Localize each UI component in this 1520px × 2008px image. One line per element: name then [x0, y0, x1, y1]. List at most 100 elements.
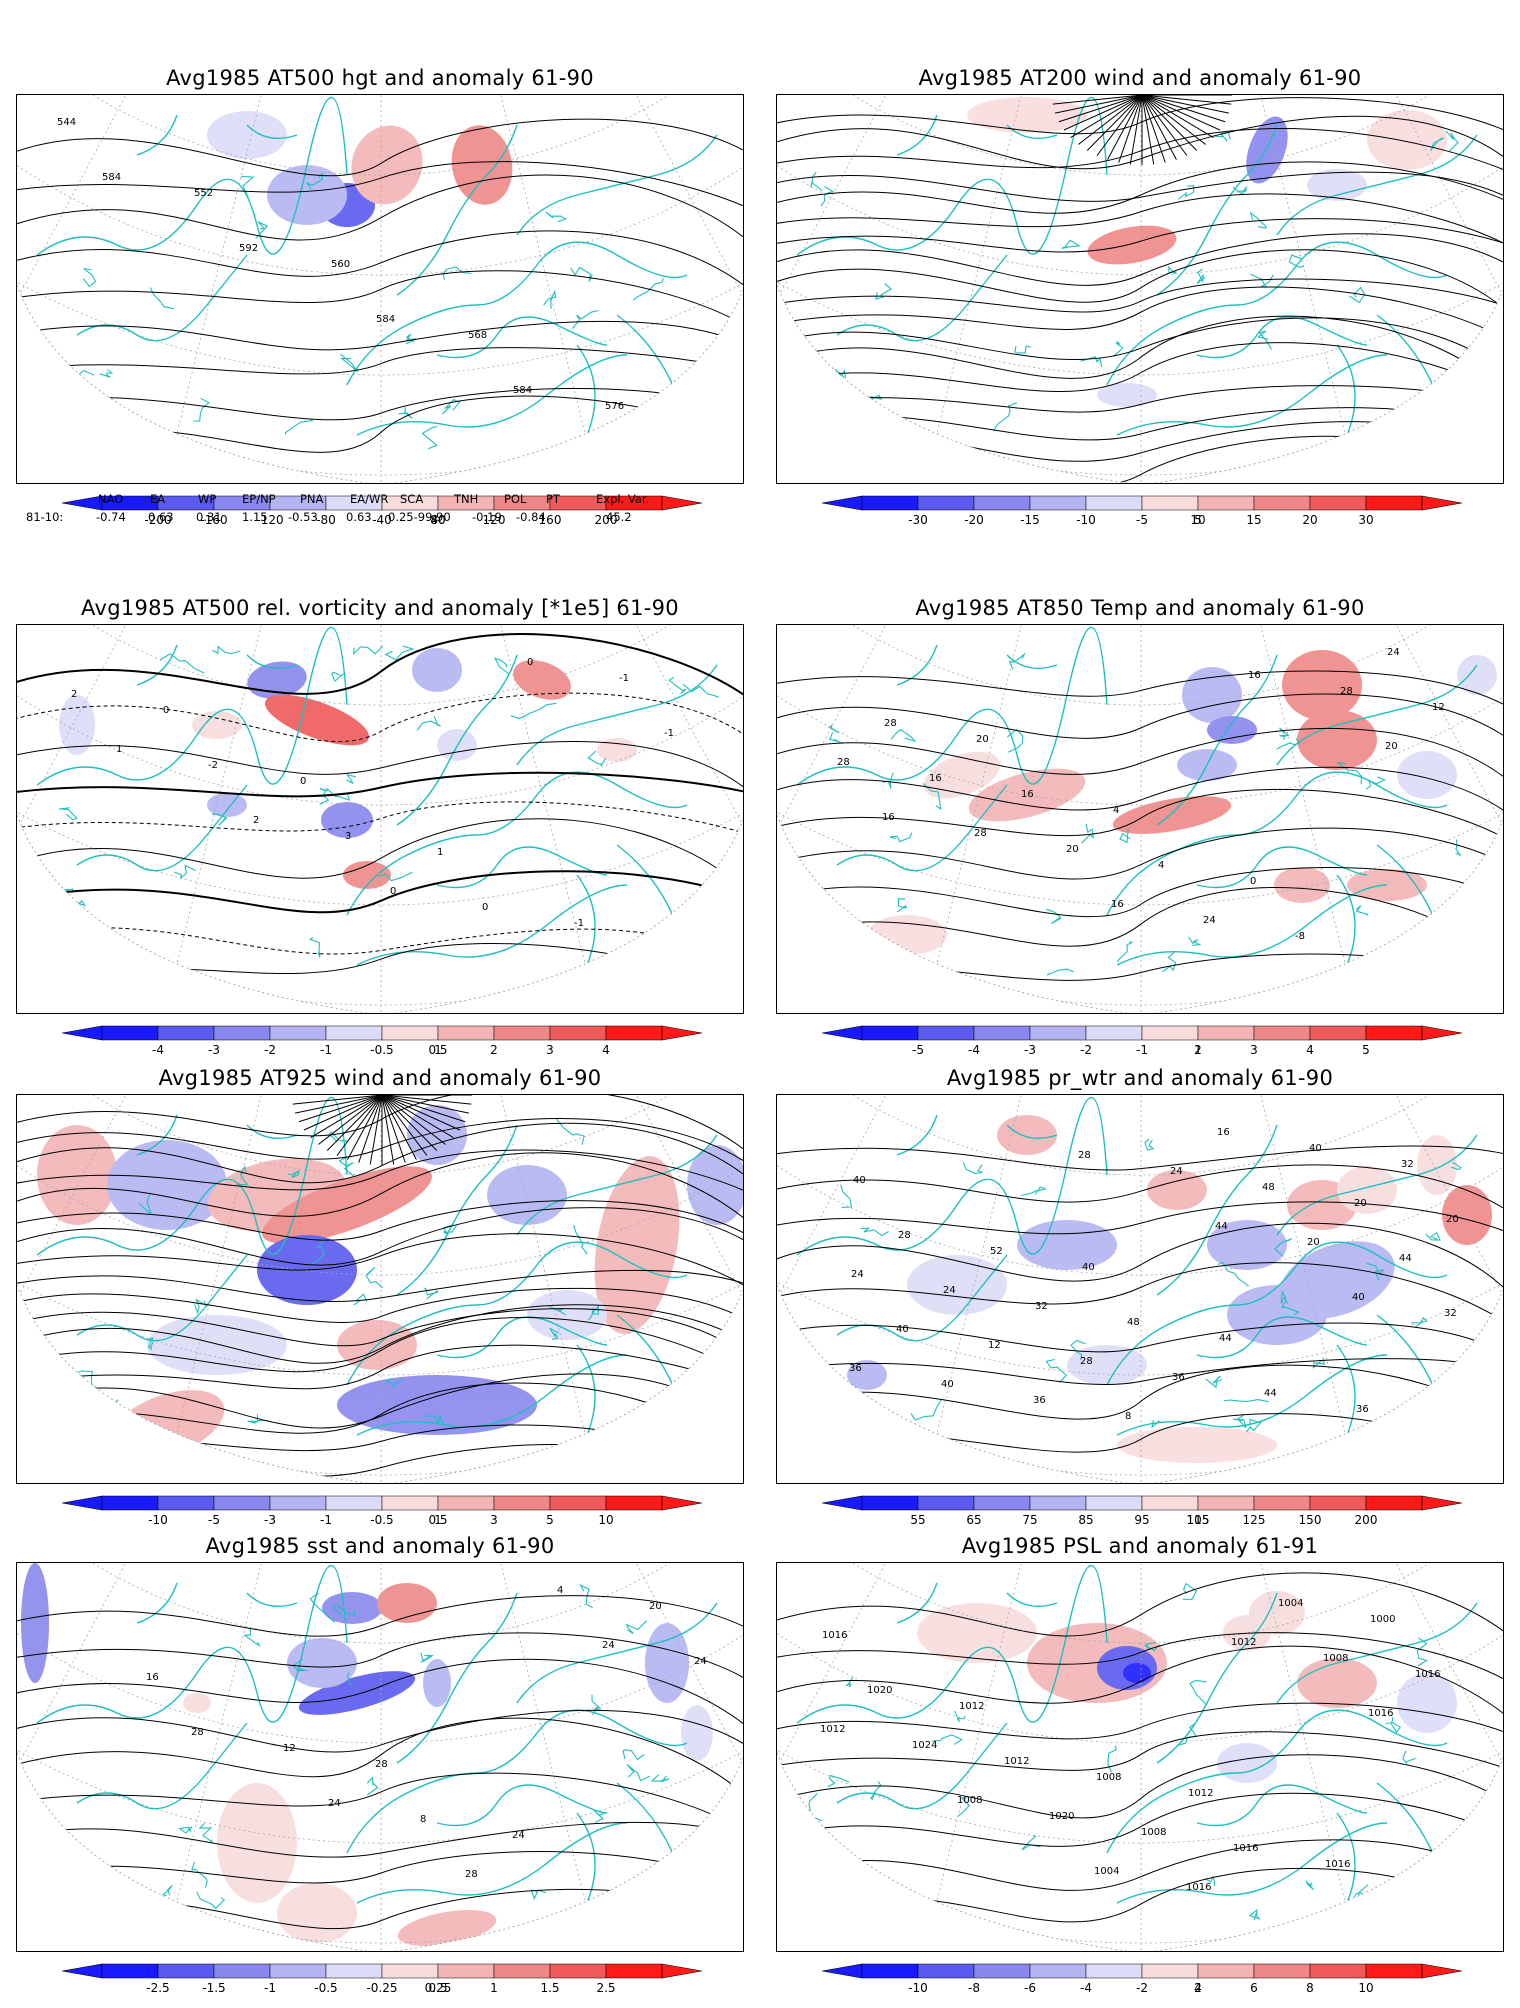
- contour-label: 28: [837, 757, 850, 768]
- colorbar-segment: [973, 495, 1031, 511]
- colorbar-tick-label: 0.25: [425, 1981, 452, 1995]
- colorbar-tick-label: -4: [152, 1043, 164, 1057]
- colorbar-tick-label: 55: [910, 1513, 925, 1527]
- contour-label: 8: [1125, 1411, 1131, 1422]
- colorbar-segment: [213, 1025, 271, 1041]
- colorbar-segment: [605, 1963, 663, 1979]
- colorbar-segment: [1197, 495, 1255, 511]
- contour-label: 12: [283, 1743, 296, 1754]
- map-frame: 544 552 560 568 576 584 592 584 584: [16, 94, 744, 484]
- contour-label: 24: [512, 1830, 525, 1841]
- colorbar-tick-label: 200: [1355, 1513, 1378, 1527]
- colorbar-tick-label: 105: [1187, 1513, 1210, 1527]
- panel-title: Avg1985 PSL and anomaly 61-91: [961, 1534, 1319, 1558]
- contour-label: -2: [208, 760, 218, 771]
- tele-value: -0.84: [516, 510, 546, 524]
- colorbar-tick-label: -5: [208, 1513, 220, 1527]
- colorbar-tick-label: 10: [1358, 1981, 1373, 1995]
- colorbar-segment: [1197, 1963, 1255, 1979]
- colorbar-segment: [269, 1495, 327, 1511]
- colorbar-tick-label: 5: [1362, 1043, 1370, 1057]
- colorbar-tick-label: 120: [483, 513, 506, 527]
- colorbar-tick-label: -120: [256, 513, 283, 527]
- contour-label: 584: [513, 385, 532, 396]
- contour-label: 1008: [1141, 1827, 1166, 1838]
- contour-label: 40: [1309, 1143, 1322, 1154]
- contour-label: 1008: [1323, 1653, 1348, 1664]
- colorbar-segment: [1197, 1025, 1255, 1041]
- contour-label: 16: [1217, 1127, 1230, 1138]
- contour-label: 4: [1158, 860, 1164, 871]
- colorbar-tick-label: 5: [1194, 513, 1202, 527]
- colorbar-segment: [917, 1025, 975, 1041]
- tele-header: Expl. Var.: [596, 492, 650, 506]
- contour-label: 36: [1172, 1372, 1185, 1383]
- contour-label: 1016: [1186, 1882, 1211, 1893]
- contour-label: 0: [390, 886, 396, 897]
- tele-header: WP: [198, 492, 217, 506]
- colorbar-segment: [1309, 1025, 1367, 1041]
- tele-header: NAO: [98, 492, 124, 506]
- colorbar-arrow-left: [821, 1025, 863, 1041]
- contour-label: 1016: [1415, 1669, 1440, 1680]
- colorbar-segment: [381, 1025, 439, 1041]
- tele-value: 45.2: [606, 510, 632, 524]
- contour-label: 12: [988, 1340, 1001, 1351]
- colorbar-segment: [1365, 1963, 1423, 1979]
- contour-label: 24: [851, 1269, 864, 1280]
- contour-label: -1: [664, 728, 674, 739]
- colorbar-segment: [325, 1963, 383, 1979]
- contour-label: 16: [1248, 670, 1261, 681]
- colorbar-tick-label: -1.5: [202, 1981, 225, 1995]
- colorbar-tick-label: -4: [1080, 1981, 1092, 1995]
- colorbar-tick-label: -15: [1020, 513, 1040, 527]
- colorbar-segment: [325, 1025, 383, 1041]
- colorbar-arrow-right: [661, 1025, 703, 1041]
- contour-label: 28: [1340, 686, 1353, 697]
- contour-label: 36: [849, 1363, 862, 1374]
- contour-label: 48: [1262, 1182, 1275, 1193]
- contour-label: 1012: [1004, 1756, 1029, 1767]
- colorbar-arrow-left: [821, 1963, 863, 1979]
- contour-label: 1008: [1096, 1772, 1121, 1783]
- tele-value: 0.63: [346, 510, 372, 524]
- colorbar-tick-label: -10: [148, 1513, 168, 1527]
- contour-label: 552: [194, 188, 213, 199]
- map-panel-2: Avg1985 AT200 wind and anomaly 61-90 -30-…: [776, 60, 1504, 536]
- colorbar-container: -5 -4 -3 -2 -1 1 2 3 4 5: [821, 1025, 1502, 1070]
- map-frame: [16, 1094, 744, 1484]
- colorbar-segment: [549, 1963, 607, 1979]
- colorbar-segment: [437, 1495, 495, 1511]
- colorbar-segment: [1253, 495, 1311, 511]
- polar-map: 20 4 0 24 28 16 4 -8 12 16 20 24 28 28 28 16 16 20 16: [777, 625, 1503, 1013]
- panel-title: Avg1985 sst and anomaly 61-90: [205, 1534, 555, 1558]
- colorbar-arrow-left: [821, 1495, 863, 1511]
- colorbar-arrow-left: [821, 495, 863, 511]
- contour-label: 1004: [1278, 1598, 1303, 1609]
- contour-label: 24: [328, 1798, 341, 1809]
- colorbar: -4 -3 -2 -1 -0.5 0.51 2 3 4: [61, 1025, 703, 1057]
- contour-label: 28: [375, 1759, 388, 1770]
- polar-map: 1012 1016 1016 1012 1008 1016 1000 1020 1012 1008…: [777, 1563, 1503, 1951]
- colorbar-segment: [1309, 495, 1367, 511]
- colorbar-arrow-right: [1421, 1963, 1463, 1979]
- tele-header: EA/WR: [350, 492, 389, 506]
- contour-label: 44: [1264, 1388, 1277, 1399]
- contour-label: 1016: [1325, 1859, 1350, 1870]
- colorbar: -5 -4 -3 -2 -1 12 3 4 5: [821, 1025, 1463, 1057]
- colorbar-segment: [493, 1025, 551, 1041]
- colorbar-tick-label: -1: [264, 1981, 276, 1995]
- colorbar-arrow-left: [61, 1963, 103, 1979]
- contour-label: 32: [1401, 1159, 1414, 1170]
- colorbar-tick-label: -20: [964, 513, 984, 527]
- contour-label: 560: [331, 259, 350, 270]
- colorbar-segment: [1141, 1495, 1199, 1511]
- map-panel-4: Avg1985 AT850 Temp and anomaly 61-90 20 4 0…: [776, 590, 1504, 1066]
- contour-label: 40: [896, 1324, 909, 1335]
- map-frame: 20 4 0 24 28 16 4 -8 12 16 20 24 28 28 28 16 16 20 16: [776, 624, 1504, 1014]
- contour-label: 32: [1444, 1308, 1457, 1319]
- colorbar-segment: [269, 1025, 327, 1041]
- colorbar-segment: [101, 1495, 159, 1511]
- colorbar-tick-label: -1: [320, 1043, 332, 1057]
